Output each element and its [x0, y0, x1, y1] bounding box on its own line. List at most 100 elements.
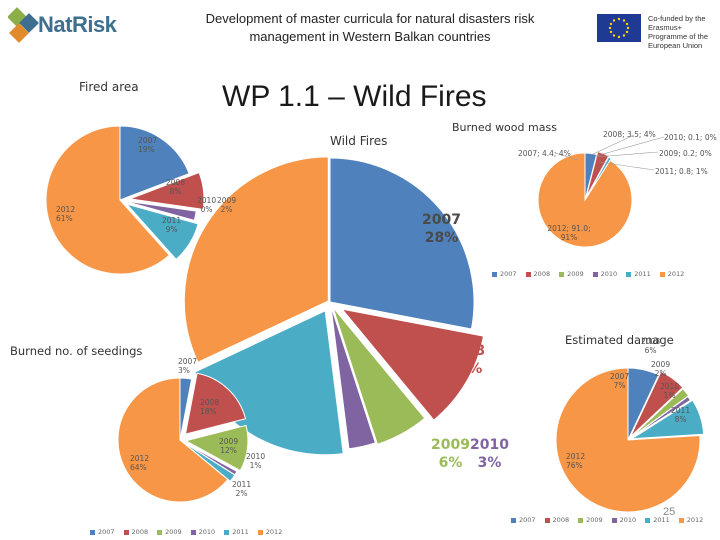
eu-flag-icon — [597, 14, 641, 42]
wood-leader-line-3 — [595, 136, 665, 157]
damage-slice-2009 — [629, 388, 690, 439]
wood-leader-line-2 — [595, 151, 659, 158]
header-title: Development of master curricula for natu… — [205, 11, 535, 44]
seedings-label-2011: 2011 2% — [232, 480, 252, 498]
damage-legend-swatch-2010 — [611, 517, 617, 523]
seedings-label-2008: 2008 18% — [200, 398, 220, 416]
wild-fires-legend-label-2009: 2009 — [567, 270, 584, 278]
damage-label-2012: 2012 76% — [566, 452, 586, 470]
seedings-legend-swatch-2008 — [123, 529, 129, 535]
seedings-slice-2011 — [182, 441, 236, 482]
damage-label-2010: 2010 1% — [660, 382, 680, 400]
damage-label-2011: 2011 8% — [671, 406, 691, 424]
seedings-label-2012: 2012 64% — [130, 454, 150, 472]
seedings-legend-swatch-2011 — [224, 529, 230, 535]
wild-fires-legend-item-2007: 2007 — [492, 270, 517, 278]
wood-leader-line-4 — [598, 161, 655, 171]
seedings-label-2009: 2009 12% — [219, 437, 239, 455]
seedings-slice-2009 — [184, 424, 249, 472]
page-number: 25 — [663, 506, 676, 518]
wild-fires-label-2008: 2008 11% — [446, 343, 485, 377]
wild-fires-legend-label-2012: 2012 — [667, 270, 685, 278]
natrisk-logo — [8, 6, 120, 46]
seedings-slice-2012 — [117, 377, 229, 503]
wild-fires-label-2007: 2007 28% — [422, 212, 461, 246]
wood-label-2008: 2008; 3.5; 4% — [603, 130, 656, 139]
fired-area-label-2011: 2011 9% — [162, 216, 182, 234]
fired-area-slice-2008 — [127, 171, 205, 210]
seedings-legend-swatch-2012 — [257, 529, 263, 535]
damage-slice-2010 — [629, 395, 692, 440]
damage-legend-item-2007: 2007 — [511, 516, 536, 524]
seedings-label-2010: 2010 1% — [246, 452, 266, 470]
seedings-legend-item-2008: 2008 — [123, 528, 148, 536]
damage-legend-item-2009: 2009 — [578, 516, 603, 524]
wild-fires-label-2010: 2010 3% — [470, 437, 509, 471]
seedings-legend-swatch-2009 — [157, 529, 163, 535]
seedings-legend-item-2007: 2007 — [90, 528, 115, 536]
damage-legend-label-2010: 2010 — [619, 516, 637, 524]
wood-label-2012: 2012; 91.0; 91% — [547, 224, 591, 242]
wild-fires-legend-label-2011: 2011 — [634, 270, 651, 278]
seedings-legend-swatch-2010 — [190, 529, 196, 535]
fired-area-label-2012: 2012 61% — [56, 205, 76, 223]
wood-leader-line-0 — [554, 152, 579, 161]
page-title: WP 1.1 – Wild Fires — [222, 80, 487, 113]
damage-label-2009: 2009 2% — [651, 360, 671, 378]
damage-legend-swatch-2011 — [645, 517, 651, 523]
seedings-label-2007: 2007 3% — [178, 357, 198, 375]
damage-legend-label-2011: 2011 — [653, 516, 670, 524]
fired-area-label-2010: 2010 0% — [197, 196, 217, 214]
damage-legend-item-2010: 2010 — [611, 516, 637, 524]
wild-fires-legend-item-2009: 2009 — [559, 270, 584, 278]
wild-fires-title: Wild Fires — [330, 134, 388, 148]
seedings-legend-label-2007: 2007 — [98, 528, 115, 536]
fired-area-label-2007: 2007 19% — [138, 136, 158, 154]
wild-fires-legend-swatch-2011 — [626, 271, 632, 277]
wild-fires-legend-swatch-2007 — [492, 271, 497, 277]
wood-leader-line-1 — [590, 134, 635, 156]
seedings-legend-swatch-2007 — [90, 529, 95, 535]
wild-fires-legend-swatch-2010 — [592, 271, 598, 277]
damage-slice-2012 — [555, 367, 701, 513]
seedings-slice-2008 — [184, 372, 247, 435]
fired-area-slice-2012 — [45, 125, 171, 275]
seedings-legend-item-2011: 2011 — [224, 528, 249, 536]
fired-area-title: Fired area — [79, 80, 139, 94]
estimated-damage-title: Estimated damage — [565, 333, 674, 347]
burned-wood-mass-title: Burned wood mass — [452, 121, 557, 134]
damage-legend-swatch-2012 — [678, 517, 684, 523]
seedings-legend-item-2009: 2009 — [157, 528, 182, 536]
fired-area-slice-2007 — [119, 125, 190, 201]
damage-legend-swatch-2007 — [511, 517, 516, 523]
burned-seedings-title: Burned no. of seedings — [10, 344, 143, 358]
wild-fires-legend-item-2011: 2011 — [626, 270, 651, 278]
wild-fires-slice-2012 — [183, 156, 329, 363]
eu-cofunded-text: Co-funded by the Erasmus+ Programme of t… — [648, 14, 709, 50]
damage-legend-label-2008: 2008 — [552, 516, 570, 524]
wild-fires-slice-2009 — [332, 306, 426, 445]
wild-fires-legend-label-2008: 2008 — [533, 270, 551, 278]
wood-label-2010: 2010; 0.1; 0% — [664, 133, 717, 142]
wild-fires-legend-item-2008: 2008 — [525, 270, 551, 278]
wild-fires-legend: 2007 2008 2009 2010 2011 2012 — [492, 270, 684, 278]
damage-legend-label-2007: 2007 — [519, 516, 536, 524]
wild-fires-legend-swatch-2008 — [525, 271, 531, 277]
wild-fires-legend-label-2010: 2010 — [600, 270, 618, 278]
damage-legend-label-2012: 2012 — [686, 516, 704, 524]
burned-wood-mass-slice-2012 — [537, 152, 633, 248]
damage-legend-swatch-2008 — [544, 517, 550, 523]
damage-legend-swatch-2009 — [578, 517, 584, 523]
fired-area-label-2008: 2008 8% — [166, 178, 186, 196]
wood-label-2011: 2011; 0.8; 1% — [655, 167, 708, 176]
wood-label-2007: 2007; 4.4; 4% — [518, 149, 571, 158]
damage-legend: 2007 2008 2009 2010 2011 2012 — [511, 516, 703, 524]
wild-fires-slice-2008 — [340, 308, 485, 421]
wild-fires-legend-swatch-2012 — [659, 271, 665, 277]
wild-fires-label-2011: 2011 20% — [293, 387, 332, 421]
natrisk-logo-text: NatRisk — [38, 12, 117, 37]
damage-legend-label-2009: 2009 — [586, 516, 603, 524]
damage-label-2007: 2007 7% — [610, 372, 630, 390]
wild-fires-label-2012: 2012 32% — [252, 224, 291, 258]
